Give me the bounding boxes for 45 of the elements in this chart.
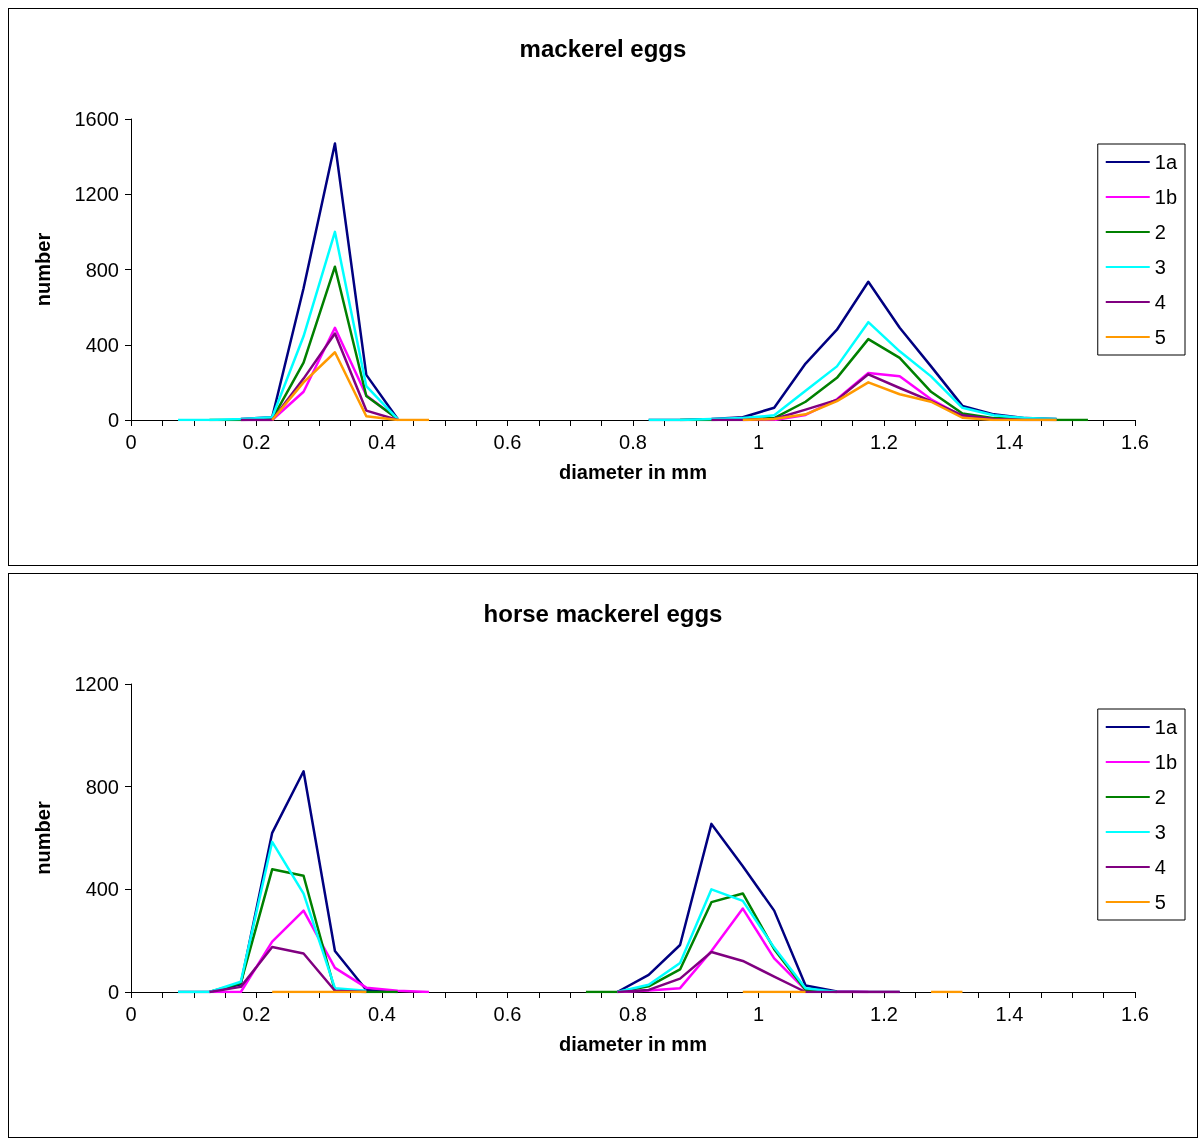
x-tick-label: 1.2 (870, 431, 898, 453)
x-tick-label: 0 (125, 1003, 137, 1025)
x-tick-label: 0.6 (493, 1003, 522, 1025)
y-axis-title: number (32, 801, 54, 875)
x-tick-label: 0 (125, 431, 137, 453)
chart-title: mackerel eggs (519, 34, 687, 62)
x-tick-label: 0.2 (242, 431, 271, 453)
x-tick-label: 0.8 (619, 1003, 647, 1025)
x-tick-label: 0.4 (368, 1003, 396, 1025)
y-tick-label: 400 (85, 333, 119, 356)
y-tick-label: 0 (107, 409, 119, 431)
legend-label: 1a (1154, 151, 1178, 173)
y-tick-label: 1200 (74, 673, 119, 695)
x-axis-title: diameter in mm (559, 461, 707, 483)
x-tick-label: 0.4 (368, 431, 396, 453)
x-tick-label: 0.6 (493, 431, 522, 453)
y-tick-label: 800 (85, 775, 119, 798)
legend-label: 5 (1154, 326, 1166, 348)
legend-label: 1a (1154, 716, 1178, 738)
x-tick-label: 1.6 (1121, 431, 1149, 453)
y-tick-label: 1200 (74, 183, 119, 206)
y-tick-label: 800 (85, 258, 119, 281)
x-axis-title: diameter in mm (559, 1033, 707, 1055)
legend-label: 2 (1154, 786, 1166, 808)
legend-label: 1b (1154, 751, 1177, 773)
legend-label: 5 (1154, 891, 1166, 913)
x-tick-label: 0.2 (242, 1003, 271, 1025)
legend-label: 4 (1154, 856, 1166, 878)
y-axis-title: number (32, 232, 54, 307)
y-tick-label: 1600 (74, 108, 119, 130)
chart-title: horse mackerel eggs (483, 599, 723, 627)
legend-label: 4 (1154, 291, 1166, 313)
legend-label: 1b (1154, 186, 1177, 208)
x-tick-label: 0.8 (619, 431, 647, 453)
x-tick-label: 1 (752, 431, 765, 453)
legend-label: 3 (1154, 821, 1166, 843)
x-tick-label: 1.4 (995, 431, 1024, 453)
legend-label: 2 (1154, 221, 1166, 243)
y-tick-label: 0 (107, 981, 119, 1003)
x-tick-label: 1.6 (1121, 1003, 1149, 1025)
x-tick-label: 1.4 (995, 1003, 1024, 1025)
legend-label: 3 (1154, 256, 1166, 278)
x-tick-label: 1 (752, 1003, 765, 1025)
x-tick-label: 1.2 (870, 1003, 898, 1025)
y-tick-label: 400 (85, 878, 119, 901)
